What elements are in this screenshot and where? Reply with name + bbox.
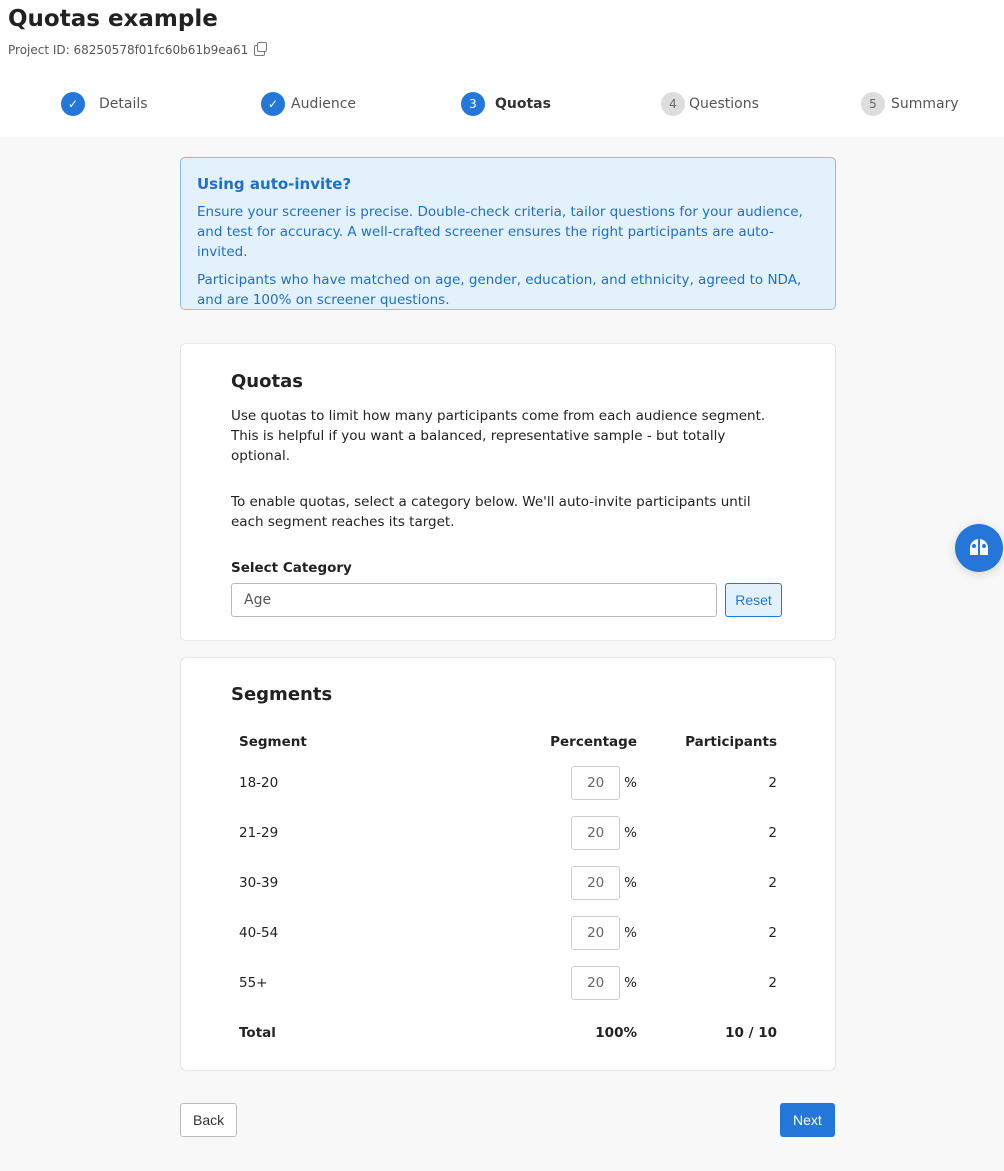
step-label: Questions xyxy=(689,96,759,112)
quotas-description: Use quotas to limit how many participant… xyxy=(231,408,766,464)
quotas-title: Quotas xyxy=(231,371,303,392)
table-row: 21-29 20% 2 xyxy=(231,808,785,858)
step-summary[interactable]: 5 Summary xyxy=(861,92,959,116)
percentage-cell: 20% xyxy=(417,758,645,808)
copy-icon[interactable] xyxy=(254,41,268,56)
step-number: 4 xyxy=(661,92,685,116)
step-audience[interactable]: ✓ Audience xyxy=(261,92,356,116)
info-text: Participants who have matched on age, ge… xyxy=(197,272,802,308)
step-number: 5 xyxy=(861,92,885,116)
help-assistant-button[interactable] xyxy=(955,524,1003,572)
page-header: Quotas example Project ID: 68250578f01fc… xyxy=(0,0,1004,137)
header-percentage: Percentage xyxy=(550,734,637,750)
percentage-cell: 20% xyxy=(417,858,645,908)
quotas-instructions: To enable quotas, select a category belo… xyxy=(231,494,751,530)
participants-count: 2 xyxy=(768,975,777,991)
segments-title: Segments xyxy=(231,684,333,705)
percentage-cell: 20% xyxy=(417,908,645,958)
percentage-cell: 20% xyxy=(417,808,645,858)
percent-symbol: % xyxy=(624,875,637,891)
category-select[interactable]: Age xyxy=(231,583,717,617)
step-label: Quotas xyxy=(495,96,551,112)
step-number: 3 xyxy=(461,92,485,116)
header-participants: Participants xyxy=(685,734,777,750)
percentage-input[interactable]: 20 xyxy=(571,816,621,850)
info-text: Ensure your screener is precise. Double-… xyxy=(197,204,803,260)
check-icon: ✓ xyxy=(61,92,85,116)
step-label: Details xyxy=(99,96,148,112)
table-row: 30-39 20% 2 xyxy=(231,858,785,908)
total-row: Total 100% 10 / 10 xyxy=(231,1008,785,1058)
check-icon: ✓ xyxy=(261,92,285,116)
participants-count: 2 xyxy=(768,825,777,841)
table-row: 40-54 20% 2 xyxy=(231,908,785,958)
percent-symbol: % xyxy=(624,925,637,941)
percent-symbol: % xyxy=(624,825,637,841)
table-row: 55+ 20% 2 xyxy=(231,958,785,1008)
table-row: 18-20 20% 2 xyxy=(231,758,785,808)
total-percentage: 100% xyxy=(595,1025,637,1041)
step-quotas[interactable]: 3 Quotas xyxy=(461,92,551,116)
segments-table: Segment Percentage Participants 18-20 20% … xyxy=(231,726,785,1058)
project-id: Project ID: 68250578f01fc60b61b9ea61 xyxy=(8,41,268,57)
step-label: Audience xyxy=(291,96,357,112)
segment-name: 21-29 xyxy=(239,825,279,841)
total-participants: 10 / 10 xyxy=(725,1025,777,1041)
table-header: Segment Percentage Participants xyxy=(231,726,785,758)
step-questions[interactable]: 4 Questions xyxy=(661,92,759,116)
page-title: Quotas example xyxy=(8,6,218,32)
participants-count: 2 xyxy=(768,875,777,891)
info-title: Using auto-invite? xyxy=(197,175,352,193)
percentage-input[interactable]: 20 xyxy=(571,866,621,900)
next-button[interactable]: Next xyxy=(780,1103,835,1137)
percentage-cell: 20% xyxy=(417,958,645,1008)
percentage-input[interactable]: 20 xyxy=(571,916,621,950)
percentage-input[interactable]: 20 xyxy=(571,966,621,1000)
project-id-text: Project ID: 68250578f01fc60b61b9ea61 xyxy=(8,43,249,57)
segment-name: 30-39 xyxy=(239,875,279,891)
segment-name: 55+ xyxy=(239,975,268,991)
assistant-icon xyxy=(970,539,989,555)
segment-name: 18-20 xyxy=(239,775,279,791)
percent-symbol: % xyxy=(624,775,637,791)
reset-button[interactable]: Reset xyxy=(725,583,782,617)
auto-invite-info: Using auto-invite? Ensure your screener … xyxy=(180,157,836,310)
total-label: Total xyxy=(239,1025,276,1041)
participants-count: 2 xyxy=(768,775,777,791)
select-category-label: Select Category xyxy=(231,560,352,576)
percent-symbol: % xyxy=(624,975,637,991)
step-label: Summary xyxy=(891,96,959,112)
percentage-input[interactable]: 20 xyxy=(571,766,621,800)
segments-card: Segments Segment Percentage Participants 1… xyxy=(180,657,836,1071)
step-details[interactable]: ✓ Details xyxy=(61,92,148,116)
header-segment: Segment xyxy=(239,734,307,750)
back-button[interactable]: Back xyxy=(180,1103,238,1137)
segment-name: 40-54 xyxy=(239,925,279,941)
participants-count: 2 xyxy=(768,925,777,941)
quotas-card: Quotas Use quotas to limit how many part… xyxy=(180,343,836,641)
